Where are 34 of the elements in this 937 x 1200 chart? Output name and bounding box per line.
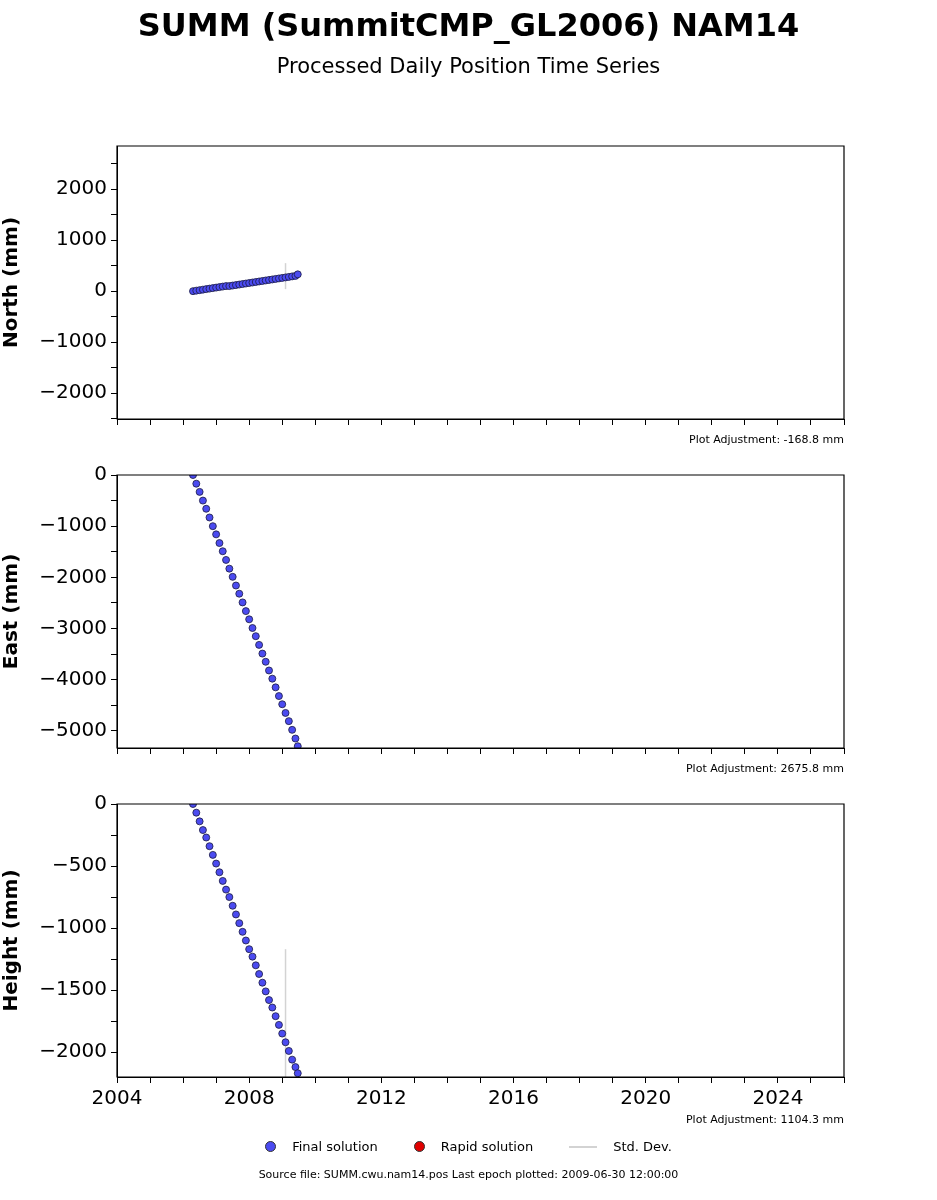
y-tick-label: −4000 [39,665,107,690]
chart-title: SUMM (SummitCMP_GL2006) NAM14 [136,6,801,44]
legend-label: Std. Dev. [613,1139,672,1154]
y-axis-title: North (mm) [0,216,23,349]
y-tick-label: 0 [94,277,107,302]
y-tick-label: −1000 [39,914,107,939]
y-tick-label: 2000 [56,175,107,200]
x-tick-label: 2020 [620,1085,672,1110]
x-tick-label: 2012 [355,1085,407,1110]
text: Plot Adjustment: -168.8 mm [688,433,845,448]
x-tick-label: 2024 [752,1085,804,1110]
legend-label: Final solution [292,1139,378,1154]
x-tick-label: 2016 [488,1085,539,1110]
y-tick-label: 0 [94,790,107,815]
source-note: Source file: SUMM.cwu.nam14.pos Last epoch plotted: 2009-06-30 12:00:00 [257,1168,680,1181]
y-tick-label: −1000 [39,328,107,353]
y-tick-label: −3000 [39,614,107,639]
text: Plot Adjustment: 1104.3 mm [685,1113,845,1128]
y-tick-label: −2000 [39,379,107,404]
y-tick-label: 1000 [56,226,107,251]
y-tick-label: −2000 [39,1038,107,1063]
y-tick-label: −2000 [39,563,107,588]
y-axis-title: Height (mm) [0,869,23,1012]
y-tick-label: −1000 [39,512,107,537]
chart-subtitle: Processed Daily Position Time Series [275,54,662,78]
y-tick-label: −5000 [39,717,107,742]
y-tick-label: −500 [52,852,107,877]
x-tick-label: 2004 [91,1085,143,1110]
legend-label: Rapid solution [440,1139,534,1154]
text: Plot Adjustment: 2675.8 mm [685,762,845,777]
y-tick-label: −1500 [39,976,107,1001]
x-tick-label: 2008 [223,1085,275,1110]
y-axis-title: East (mm) [0,553,23,670]
y-tick-label: 0 [94,461,107,486]
